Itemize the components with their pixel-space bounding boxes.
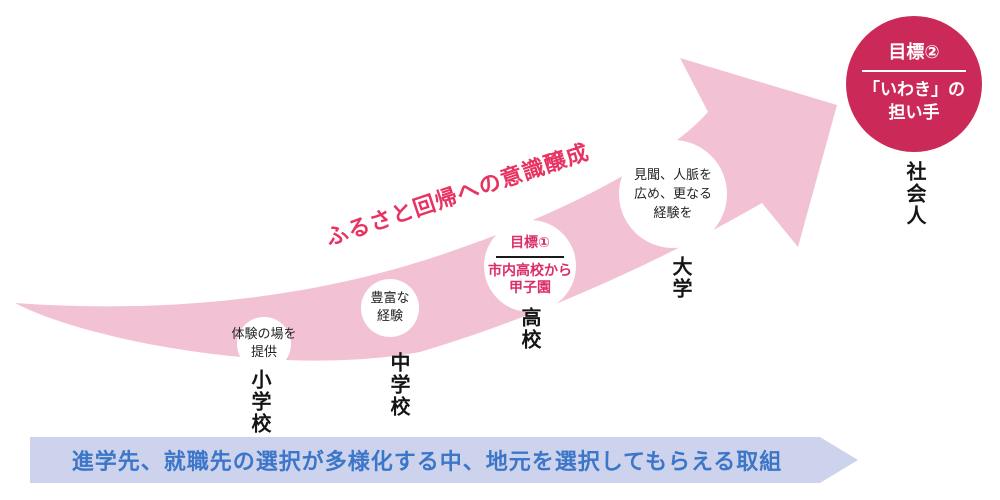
note-line: 見聞、人脈を	[633, 167, 712, 183]
banner-text: 進学先、就職先の選択が多様化する中、地元を選択してもらえる取組	[71, 450, 783, 475]
goal2-badge: 目標②	[888, 42, 940, 63]
note-circle-elementary: 体験の場を 提供	[232, 317, 297, 371]
goal2-circle: 目標② 「いわき」の 担い手	[846, 16, 982, 152]
note-line: 経験	[376, 309, 403, 324]
note-line: 市内高校から	[488, 263, 572, 279]
goal2-line: 担い手	[888, 103, 940, 123]
goal1-badge: 目標①	[510, 235, 550, 251]
initiative-banner: 進学先、就職先の選択が多様化する中、地元を選択してもらえる取組	[30, 437, 858, 483]
note-line: 豊富な	[370, 291, 410, 306]
note-line: 提供	[250, 345, 277, 360]
stage-label-high-school: 高校	[518, 307, 542, 351]
note-circle-university: 見聞、人脈を 広め、更なる 経験を	[619, 140, 727, 248]
note-line: 甲子園	[509, 280, 551, 296]
note-line: 広め、更なる	[633, 186, 712, 202]
goal1-circle: 目標① 市内高校から 甲子園	[484, 220, 576, 312]
note-line: 体験の場を	[231, 327, 297, 342]
goal2-line: 「いわき」の	[863, 80, 965, 100]
note-circle-junior-high: 豊富な 経験	[361, 279, 419, 337]
note-line: 経験を	[653, 205, 693, 221]
stage-label-working-adult: 社会人	[903, 161, 927, 227]
stage-label-university: 大学	[669, 256, 693, 300]
stage-label-elementary: 小学校	[248, 369, 272, 435]
stage-label-junior-high: 中学校	[387, 352, 411, 418]
goal1-divider	[496, 256, 564, 258]
goal2-divider	[862, 70, 966, 72]
